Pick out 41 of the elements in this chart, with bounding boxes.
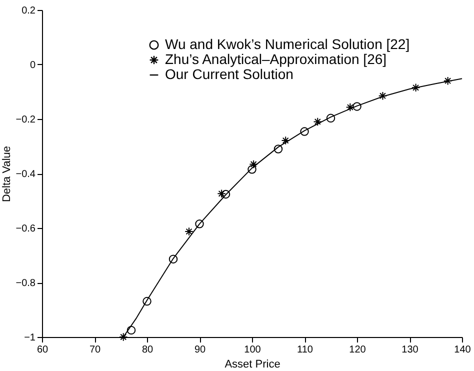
point	[195, 220, 204, 228]
x-tick-label: 100	[244, 344, 262, 356]
point	[142, 296, 152, 306]
point	[168, 254, 178, 264]
legend-label: Zhu’s Analytical–Approximation [26]	[165, 51, 387, 67]
x-tick-label: 70	[89, 344, 101, 356]
point	[346, 102, 355, 112]
point	[248, 165, 256, 174]
legend-label: Wu and Kwok’s Numerical Solution [22]	[165, 36, 410, 52]
point	[378, 91, 388, 100]
y-tick-label: −0.2	[16, 114, 36, 126]
y-tick-label: 0.2	[22, 6, 36, 16]
y-tick-label: −1	[24, 332, 36, 344]
point	[281, 136, 290, 145]
y-tick-label: −0.4	[16, 169, 36, 180]
point	[119, 332, 128, 342]
point	[411, 83, 420, 92]
point	[274, 144, 283, 154]
x-tick-label: 90	[194, 344, 206, 356]
y-tick-label: −0.8	[16, 278, 36, 289]
y-axis-title: Delta Value	[0, 146, 13, 202]
point	[443, 76, 452, 86]
x-tick-label: 60	[36, 344, 48, 356]
point	[184, 227, 194, 236]
point	[221, 190, 230, 199]
x-tick-label: 80	[142, 344, 154, 356]
x-tick-label: 130	[402, 344, 419, 356]
y-tick-label: −0.6	[16, 224, 36, 234]
point	[300, 127, 309, 136]
x-axis-title: Asset Price	[224, 358, 280, 370]
point	[217, 189, 226, 198]
x-tick-label: 110	[297, 344, 314, 356]
x-tick-label: 140	[454, 344, 472, 356]
y-tick-label: 0	[30, 60, 36, 71]
point	[326, 114, 336, 123]
point	[126, 326, 136, 335]
point	[313, 117, 322, 126]
x-tick-label: 120	[349, 344, 366, 356]
point	[352, 102, 362, 111]
point	[249, 160, 258, 169]
legend-label: Our Current Solution	[165, 66, 294, 82]
